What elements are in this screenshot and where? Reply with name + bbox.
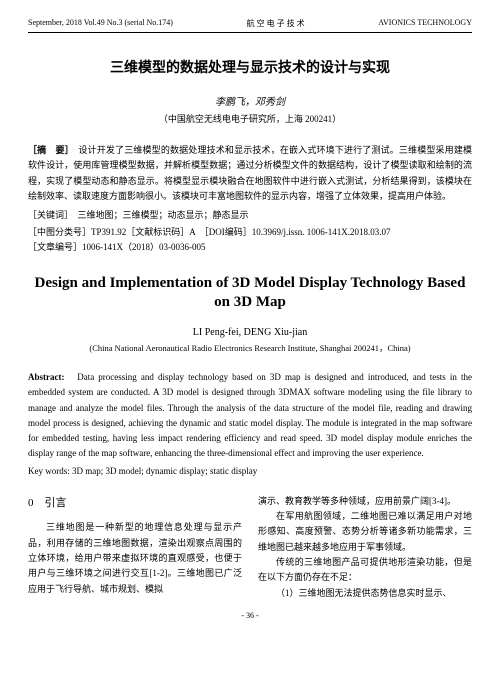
cn-classification: ［中图分类号］TP391.92［文献标识码］A ［DOI编码］10.3969/j…	[28, 225, 472, 254]
cn-keywords-text: 三维地图；三维模型；动态显示；静态显示	[69, 210, 249, 220]
cn-keywords: ［关键词］ 三维地图；三维模型；动态显示；静态显示	[28, 208, 472, 221]
page: September, 2018 Vol.49 No.3 (serial No.1…	[0, 0, 500, 632]
header-center: 航 空 电 子 技 术	[247, 18, 305, 29]
section-heading: 0 引言	[28, 494, 242, 513]
paragraph: 传统的三维地图产品可提供地形渲染功能，但是在以下方面仍存在不足：	[258, 555, 472, 586]
header-right: AVIONICS TECHNOLOGY	[378, 18, 472, 29]
en-keywords: Key words: 3D map; 3D model; dynamic dis…	[28, 466, 472, 476]
running-header: September, 2018 Vol.49 No.3 (serial No.1…	[28, 18, 472, 33]
en-abstract-label: Abstract:	[28, 372, 65, 382]
en-title: Design and Implementation of 3D Model Di…	[28, 274, 472, 313]
en-abstract-text: Data processing and display technology b…	[28, 372, 472, 458]
en-keywords-label: Key words:	[28, 466, 70, 476]
paragraph: 演示、教育教学等多种领域，应用前景广阔[3-4]。	[258, 494, 472, 509]
paragraph: 在军用航图领域，二维地图已难以满足用户对地形感知、高度预警、态势分析等诸多新功能…	[258, 509, 472, 555]
cn-class-line2: ［文章编号］1006-141X（2018）03-0036-005	[28, 240, 472, 254]
cn-class-line1: ［中图分类号］TP391.92［文献标识码］A ［DOI编码］10.3969/j…	[28, 225, 472, 239]
cn-abstract-label: ［摘 要］	[28, 145, 69, 155]
cn-authors: 李鹏飞，邓秀剑	[28, 93, 472, 108]
body-columns: 0 引言 三维地图是一种新型的地理信息处理与显示产品，利用存储的三维地图数据，渲…	[28, 494, 472, 601]
cn-affiliation: （中国航空无线电电子研究所，上海 200241）	[28, 112, 472, 125]
en-keywords-text: 3D map; 3D model; dynamic display; stati…	[70, 466, 257, 476]
cn-title: 三维模型的数据处理与显示技术的设计与实现	[28, 57, 472, 77]
en-abstract: Abstract: Data processing and display te…	[28, 370, 472, 462]
cn-keywords-label: ［关键词］	[28, 210, 69, 220]
column-right: 演示、教育教学等多种领域，应用前景广阔[3-4]。 在军用航图领域，二维地图已难…	[258, 494, 472, 601]
en-affiliation: (China National Aeronautical Radio Elect…	[28, 342, 472, 354]
paragraph: （1）三维地图无法提供态势信息实时显示、	[258, 586, 472, 601]
page-number: - 36 -	[28, 611, 472, 620]
section-title: 引言	[45, 497, 67, 509]
cn-abstract: ［摘 要］ 设计开发了三维模型的数据处理技术和显示技术，在嵌入式环境下进行了测试…	[28, 143, 472, 204]
header-left: September, 2018 Vol.49 No.3 (serial No.1…	[28, 18, 173, 29]
paragraph: 三维地图是一种新型的地理信息处理与显示产品，利用存储的三维地图数据，渲染出观察点…	[28, 520, 242, 596]
cn-abstract-text: 设计开发了三维模型的数据处理技术和显示技术，在嵌入式环境下进行了测试。三维模型采…	[28, 145, 472, 201]
en-authors: LI Peng-fei, DENG Xiu-jian	[28, 327, 472, 338]
column-left: 0 引言 三维地图是一种新型的地理信息处理与显示产品，利用存储的三维地图数据，渲…	[28, 494, 242, 601]
section-number: 0	[28, 497, 34, 509]
